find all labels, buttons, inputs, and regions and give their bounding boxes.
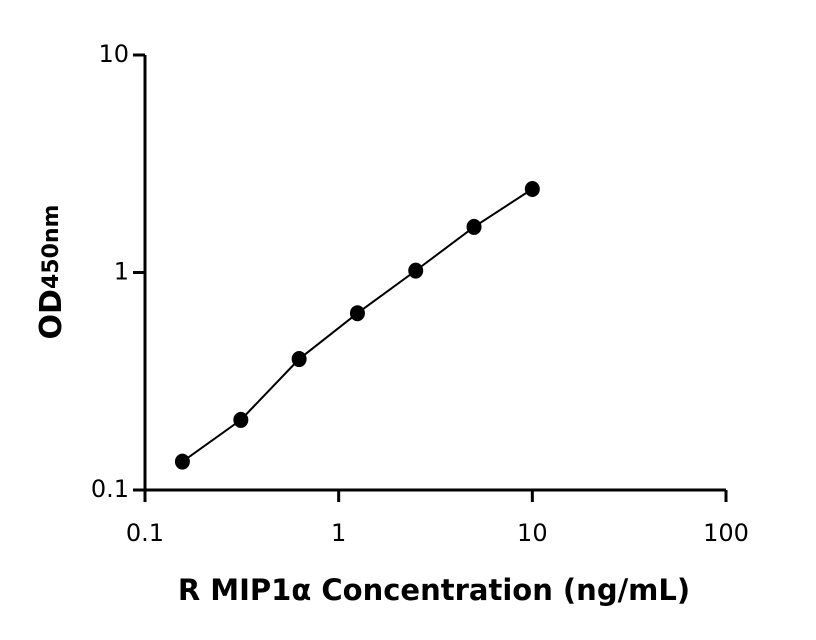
point [291, 351, 307, 368]
y-axis-label-group: OD450nm [34, 205, 69, 340]
y-label-sub: 450nm [39, 205, 64, 290]
point [524, 181, 540, 198]
y-tick-label: 10 [98, 40, 129, 68]
x-tick-label: 1 [331, 519, 346, 547]
x-tick-label: 0.1 [126, 519, 164, 547]
x-axis-label: R MIP1α Concentration (ng/mL) [178, 573, 690, 607]
point [408, 262, 424, 279]
y-tick-label: 1 [114, 258, 129, 286]
point [174, 453, 190, 470]
point [233, 411, 249, 428]
y-label-main: OD [34, 289, 69, 339]
x-tick-label: 10 [517, 519, 548, 547]
y-axis-label: OD450nm [34, 205, 69, 340]
point [466, 218, 482, 235]
point [349, 305, 365, 322]
x-tick-label: 100 [703, 519, 749, 547]
y-tick-label: 0.1 [91, 475, 129, 503]
